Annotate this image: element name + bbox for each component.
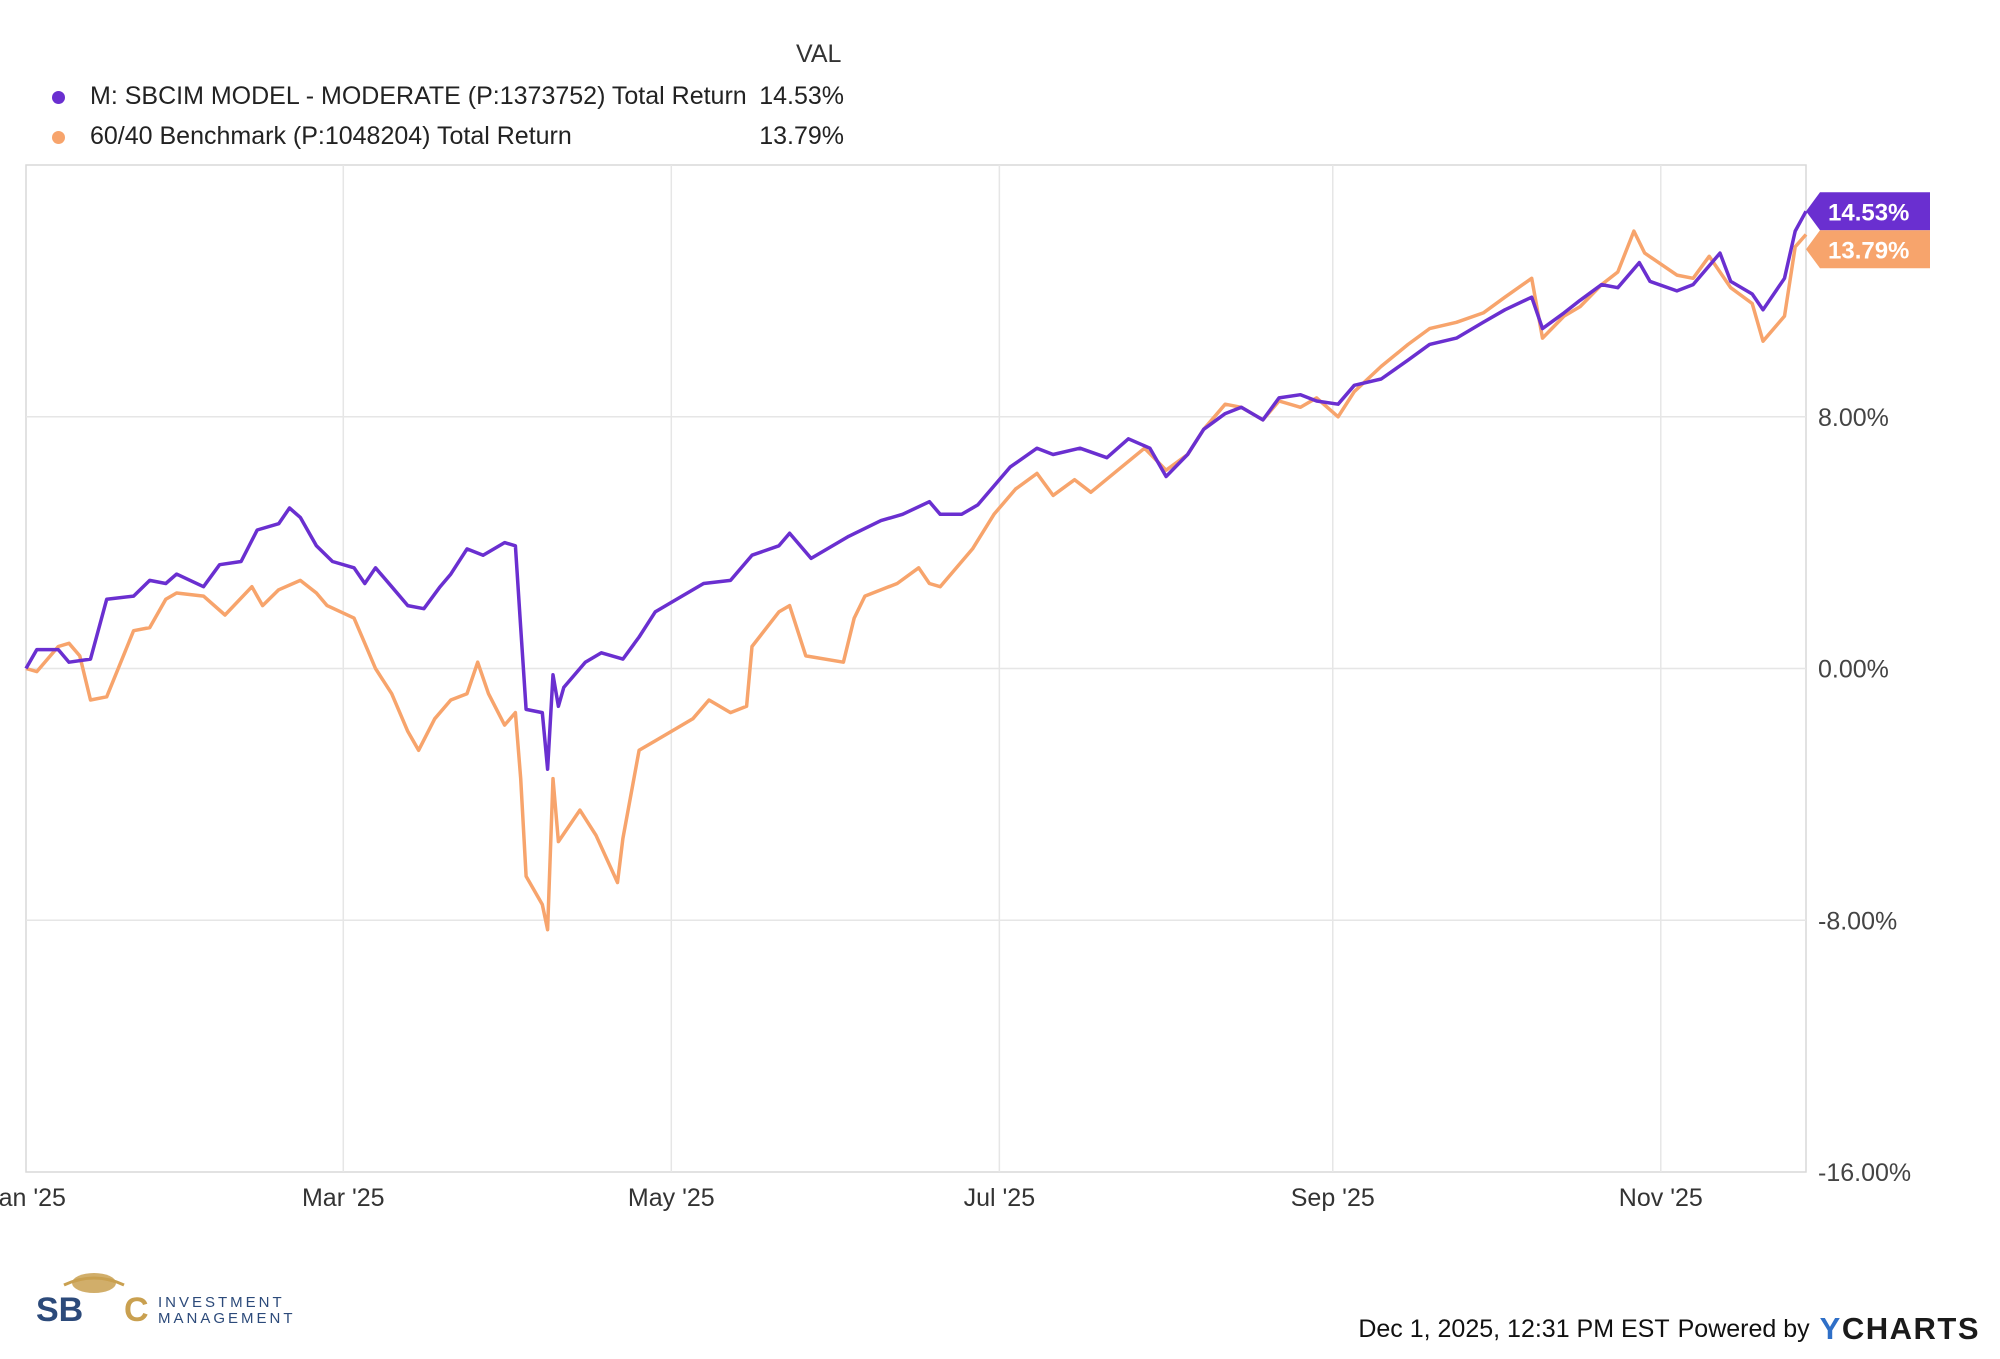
ycharts-logo-y: Y	[1819, 1311, 1842, 1346]
chart-grid	[25, 164, 1807, 1173]
legend-item-value: 14.53%	[759, 82, 844, 110]
series-line-benchmark	[25, 229, 1808, 932]
legend-column-header: VAL	[796, 40, 842, 68]
y-tick-label: 8.00%	[1818, 404, 1889, 432]
legend-dot-icon	[52, 91, 65, 104]
legend-item-sbcim[interactable]: M: SBCIM MODEL - MODERATE (P:1373752) To…	[44, 78, 844, 118]
svg-text:MANAGEMENT: MANAGEMENT	[158, 1310, 294, 1327]
svg-text:C: C	[124, 1291, 149, 1329]
chart-end-labels: 14.53% 13.79%	[1806, 192, 1930, 269]
end-label-sbcim: 14.53%	[1806, 192, 1930, 231]
legend-item-value: 13.79%	[759, 122, 844, 150]
chart-footer: Dec 1, 2025, 12:31 PM EST Powered by YCH…	[1358, 1311, 1980, 1347]
x-tick-label: Jul '25	[964, 1184, 1035, 1212]
chart-series	[24, 210, 1808, 932]
series-line-sbcim	[24, 210, 1808, 771]
legend-item-label: 60/40 Benchmark (P:1048204) Total Return	[90, 122, 572, 150]
legend-item-label: M: SBCIM MODEL - MODERATE (P:1373752) To…	[90, 82, 747, 110]
ycharts-logo[interactable]: YCHARTS	[1820, 1311, 1980, 1347]
powered-by-label: Powered by	[1677, 1314, 1810, 1343]
timestamp: Dec 1, 2025, 12:31 PM EST	[1358, 1314, 1670, 1343]
svg-text:INVESTMENT: INVESTMENT	[158, 1294, 285, 1311]
y-tick-label: -16.00%	[1818, 1159, 1911, 1187]
end-label-text: 14.53%	[1828, 199, 1909, 226]
x-tick-label: Jan '25	[0, 1184, 66, 1212]
svg-text:SB: SB	[36, 1291, 83, 1329]
end-label-benchmark: 13.79%	[1806, 230, 1930, 269]
sbc-logo: SB C INVESTMENT MANAGEMENT	[36, 1273, 294, 1329]
y-tick-label: -8.00%	[1818, 907, 1897, 935]
x-tick-label: Sep '25	[1291, 1184, 1375, 1212]
y-tick-label: 0.00%	[1818, 656, 1889, 684]
x-tick-label: Mar '25	[302, 1184, 385, 1212]
x-tick-label: May '25	[628, 1184, 715, 1212]
ycharts-logo-rest: CHARTS	[1841, 1311, 1980, 1346]
end-label-tag	[1806, 230, 1930, 269]
chart-ticks: Jan '25 Mar '25 May '25 Jul '25 Sep '25 Nov '…	[0, 404, 1911, 1212]
legend-dot-icon	[52, 131, 65, 144]
end-label-text: 13.79%	[1828, 237, 1909, 264]
legend-item-benchmark[interactable]: 60/40 Benchmark (P:1048204) Total Return…	[44, 118, 844, 158]
end-label-tag	[1806, 192, 1930, 231]
x-tick-label: Nov '25	[1619, 1184, 1703, 1212]
